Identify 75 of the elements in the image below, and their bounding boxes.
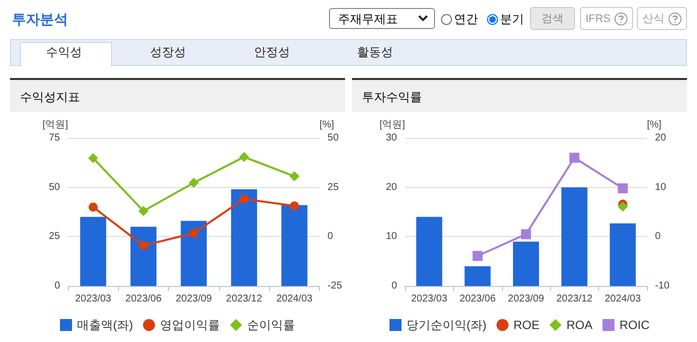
point [239,152,250,162]
bar [610,223,636,286]
x-tick-label: 2023/06 [460,294,496,304]
chart-title: 투자수익률 [352,80,687,112]
y2-tick-label: 0 [655,231,661,242]
legend-label: 당기순이익(좌) [406,318,486,332]
y-tick-label: 50 [48,182,60,193]
bar [416,216,442,286]
y2-axis-title: [%] [647,120,662,130]
bar [231,189,258,286]
point [88,202,98,212]
x-tick-label: 2023/06 [125,294,162,304]
y-tick-label: 0 [391,280,398,292]
bar [513,242,539,286]
bar [80,216,106,286]
legend-label: 순이익률 [246,318,295,332]
y-axis-title: [억원] [42,120,68,130]
point [240,194,249,204]
text: IFRS [585,12,611,24]
point [138,241,148,250]
x-tick-label: 2024/03 [604,294,642,304]
text: 수익성 [45,44,83,61]
point [189,228,198,238]
x-tick-label: 2023/09 [508,294,545,304]
y-tick-label: 0 [54,280,60,292]
bar [561,187,588,286]
text: 성장성 [149,44,187,61]
legend-label: ROE [513,318,540,332]
text: 산식 [642,12,664,26]
y2-tick-label: 50 [328,132,340,144]
legend-label: ROA [566,318,593,332]
point [521,229,531,240]
text: 연간 [454,11,478,28]
legend-label: 영업이익률 [160,318,220,332]
text: 투자분석 [12,11,68,29]
text: 검색 [530,7,575,30]
point [88,153,98,164]
point [138,206,148,216]
y2-tick-label: 0 [328,231,334,242]
bar [464,266,491,286]
bar [281,205,308,286]
point [569,152,580,163]
x-tick-label: 2023/03 [75,294,112,304]
chart-title: 수익성지표 [10,80,345,112]
y-tick-label: 10 [386,231,398,242]
y-tick-label: 25 [48,231,60,242]
y-tick-label: 30 [386,132,398,144]
y-tick-label: 20 [386,182,398,193]
point [472,250,483,261]
x-tick-label: 2023/12 [226,294,263,304]
y2-tick-label: 10 [655,182,667,193]
text: 분기 [500,11,524,28]
y2-tick-label: 25 [328,182,340,193]
y2-tick-label: -25 [328,280,342,292]
legend-label: ROIC [620,318,650,332]
point [618,202,628,212]
point [188,178,199,188]
y2-axis-title: [%] [320,120,334,130]
y-axis-title: [억원] [379,120,406,130]
x-tick-label: 2023/09 [176,294,212,304]
legend-label: 매출액(좌) [77,318,134,332]
point [290,201,299,210]
y2-tick-label: -10 [655,280,670,292]
point [618,183,628,194]
x-tick-label: 2023/03 [411,294,448,304]
x-tick-label: 2024/03 [276,294,313,304]
point [289,171,300,182]
bar [180,220,207,286]
x-tick-label: 2023/12 [556,294,593,304]
text: 안정성 [253,44,291,61]
y2-tick-label: 20 [655,132,667,144]
text: 주재무제표 [329,8,435,29]
bar [130,226,156,286]
text: 활동성 [356,44,394,61]
y-tick-label: 75 [48,132,60,144]
